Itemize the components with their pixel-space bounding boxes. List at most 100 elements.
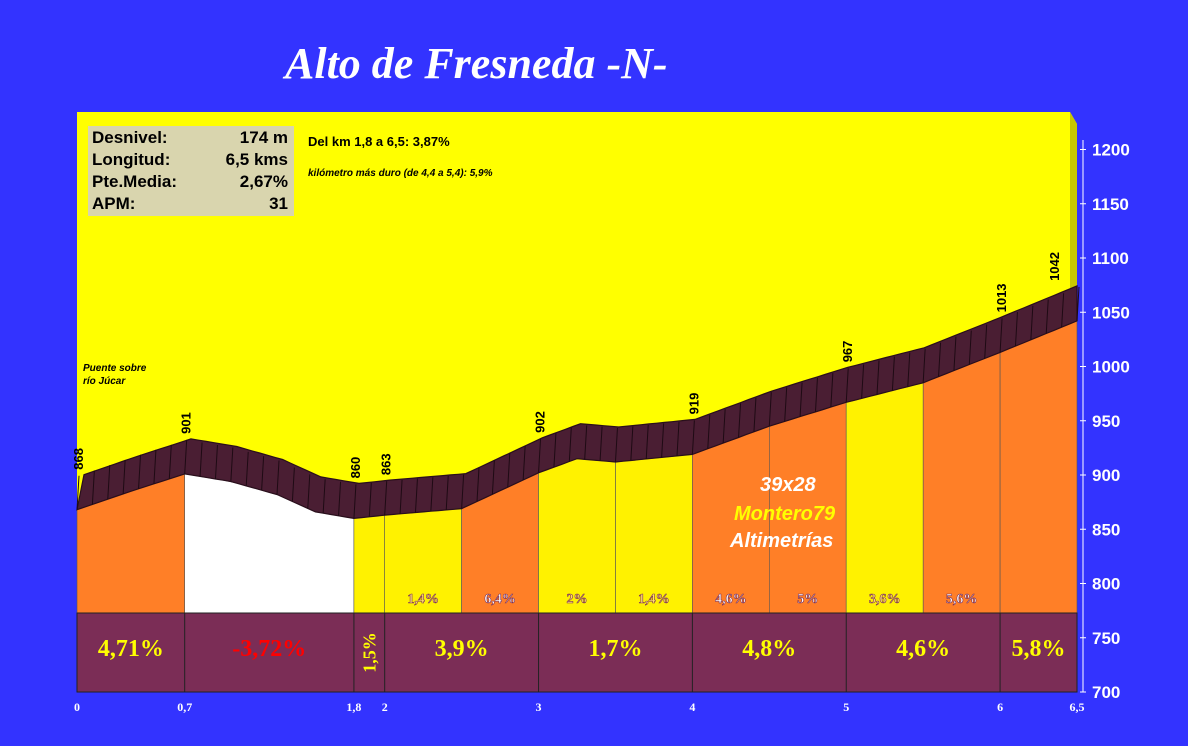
road-tick — [676, 421, 680, 456]
altitude-label: 868 — [71, 448, 86, 470]
road-tick — [276, 460, 280, 495]
y-tick-label: 1000 — [1092, 358, 1130, 377]
profile-segment — [922, 351, 1001, 614]
road-tick — [461, 474, 465, 509]
road-tick — [784, 387, 788, 422]
road-tick — [922, 348, 926, 383]
altitude-label: 901 — [179, 412, 194, 434]
profile-segment — [538, 458, 616, 614]
y-tick-label: 1150 — [1092, 195, 1129, 214]
x-tick-label: 0,7 — [177, 700, 192, 714]
road-tick — [399, 479, 403, 514]
road-tick — [368, 482, 372, 517]
km-gradient-label: 3,9% — [435, 636, 489, 662]
road-tick — [584, 425, 588, 460]
y-tick-label: 1050 — [1092, 303, 1130, 322]
road-tick — [199, 442, 203, 477]
x-tick-label: 1,8 — [346, 700, 361, 714]
road-tick — [768, 392, 772, 427]
road-tick — [630, 426, 634, 461]
chart-title: Alto de Fresneda -N- — [285, 39, 668, 88]
x-tick-label: 6 — [997, 700, 1003, 714]
road-tick — [138, 454, 142, 489]
km-gradient-label: -3,72% — [232, 636, 306, 662]
road-tick — [168, 444, 172, 479]
altitude-label: 967 — [840, 341, 855, 363]
road-tick — [814, 377, 818, 412]
y-tick-label: 900 — [1092, 466, 1120, 485]
stat-label: APM: — [92, 194, 136, 213]
y-tick-label: 1200 — [1092, 141, 1130, 160]
road-tick — [307, 474, 311, 509]
profile-segment — [845, 382, 924, 614]
watermark-author: Montero79 — [734, 503, 836, 525]
road-tick — [968, 330, 972, 365]
watermark-site: Altimetrías — [730, 530, 834, 552]
x-tick-label: 3 — [536, 700, 542, 714]
road-tick — [522, 445, 526, 481]
road-tick — [568, 427, 572, 462]
y-tick-label: 1100 — [1092, 249, 1129, 268]
road-tick — [322, 479, 326, 514]
road-tick — [1076, 286, 1080, 321]
profile-segment — [999, 320, 1078, 614]
stat-value: 6,5 kms — [225, 150, 288, 169]
road-tick — [876, 360, 880, 395]
hardest-km-note: kilómetro más duro (de 4,4 a 5,4): 5,9% — [308, 168, 493, 179]
bridge-note-line: río Júcar — [83, 376, 126, 387]
road-tick — [845, 368, 849, 403]
road-tick — [553, 433, 557, 468]
x-tick-label: 6,5 — [1070, 700, 1085, 714]
segment-gradient-label: 5,6% — [946, 592, 978, 607]
road-ribbon — [76, 284, 1078, 520]
road-tick — [507, 453, 511, 488]
road-tick — [830, 373, 834, 408]
road-tick — [214, 444, 218, 480]
x-tick-label: 5 — [843, 700, 849, 714]
segment-gradient-label: 4,6% — [715, 592, 747, 607]
road-tick — [599, 426, 603, 461]
road-tick — [384, 481, 388, 516]
road-tick — [645, 424, 649, 459]
road-tick — [691, 420, 695, 455]
stat-label: Pte.Media: — [92, 172, 178, 191]
segment-gradient-label: 3,6% — [869, 592, 901, 607]
altitude-label: 1042 — [1047, 252, 1062, 281]
x-tick-label: 4 — [689, 700, 695, 714]
stat-label: Desnivel: — [92, 128, 168, 147]
road-tick — [445, 475, 449, 510]
road-tick — [338, 481, 342, 516]
y-tick-label: 850 — [1092, 520, 1120, 539]
road-tick — [153, 449, 157, 484]
road-tick — [538, 438, 542, 473]
road-tick — [907, 352, 911, 387]
segment-gradient-label: 5% — [797, 592, 818, 607]
segment-gradient-label: 6,4% — [484, 592, 516, 607]
km-gradient-label: 4,6% — [896, 636, 950, 662]
stat-value: 2,67% — [239, 172, 288, 191]
road-tick — [1061, 293, 1065, 328]
road-tick — [1014, 312, 1018, 347]
road-tick — [476, 467, 480, 502]
gradient-band — [76, 612, 1078, 693]
sky-panel-side — [1070, 112, 1077, 300]
stat-value: 31 — [269, 194, 288, 213]
road-tick — [245, 451, 249, 486]
altitude-label: 902 — [533, 411, 548, 433]
y-tick-label: 950 — [1092, 412, 1120, 431]
road-tick — [491, 460, 495, 495]
road-tick — [614, 427, 618, 463]
road-tick — [707, 414, 711, 449]
road-tick — [76, 475, 80, 510]
road-tick — [122, 459, 126, 494]
profile-segment — [615, 454, 693, 614]
altitude-label: 863 — [379, 453, 394, 475]
y-tick-label: 800 — [1092, 575, 1120, 594]
km-gradient-label: 1,5% — [359, 632, 379, 673]
bridge-note: Puente sobre río Júcar — [83, 362, 146, 388]
road-tick — [291, 467, 295, 502]
section-average-note: Del km 1,8 a 6,5: 3,87% — [308, 134, 450, 149]
road-tick — [230, 447, 234, 482]
segment-gradient-label: 1,4% — [407, 592, 439, 607]
